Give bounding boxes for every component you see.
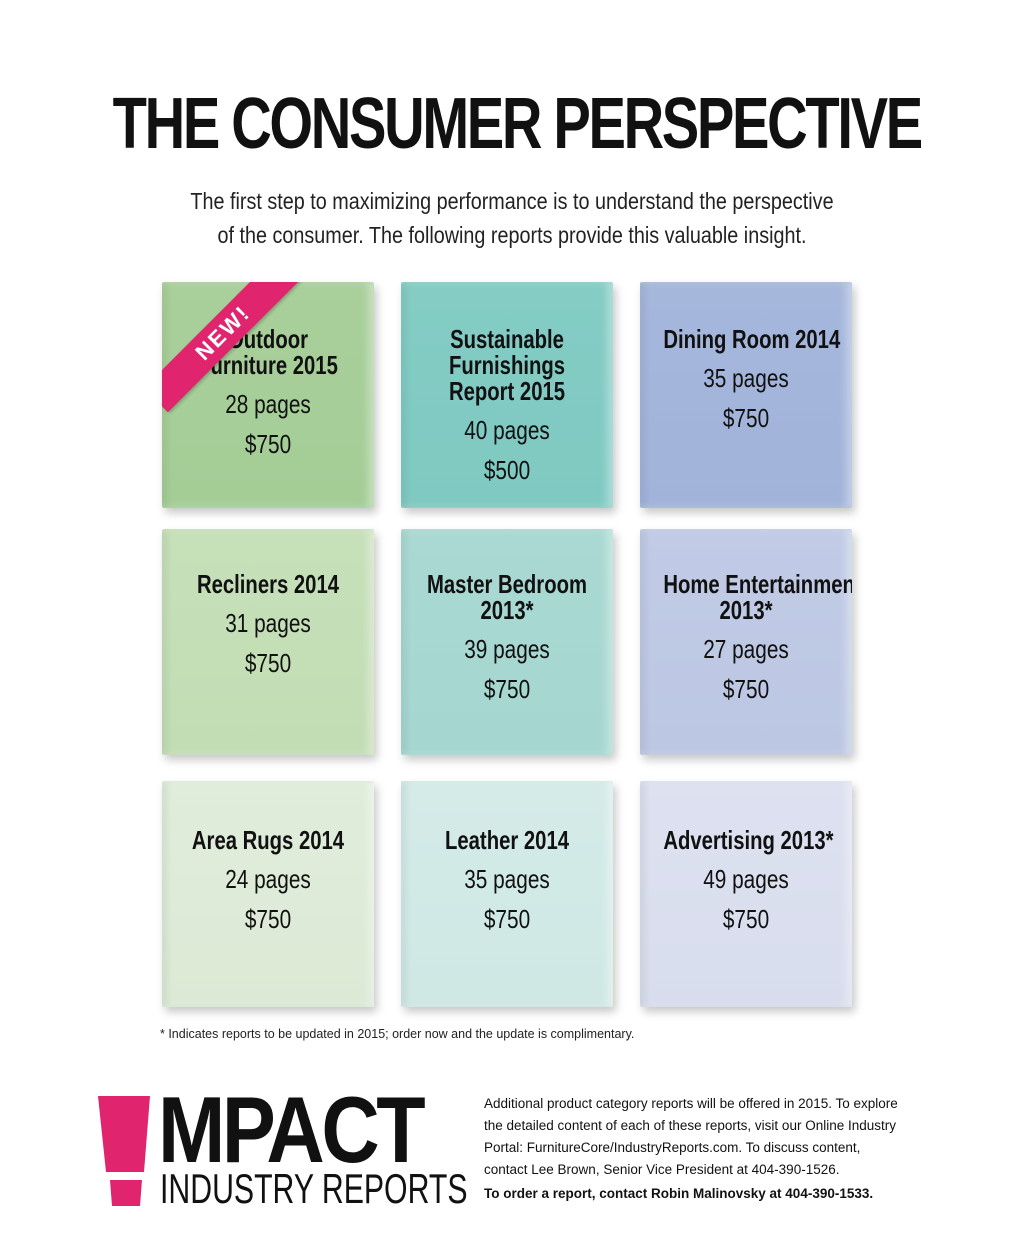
report-pages: 35 pages [464,864,550,894]
report-card-advertising[interactable]: Advertising 2013* 49 pages $750 [640,781,852,1007]
report-card-leather[interactable]: Leather 2014 35 pages $750 [401,781,613,1007]
info-line: the detailed content of each of these re… [484,1118,896,1133]
report-name: 2013* [480,595,534,625]
report-name: Furnishings [448,350,566,380]
report-name: Area Rugs 2014 [191,825,345,855]
report-price: $750 [483,674,531,704]
report-price: $750 [244,429,292,459]
report-price: $750 [722,674,770,704]
report-name: Dining Room 2014 [663,324,841,354]
info-paragraph: Additional product category reports will… [484,1093,964,1181]
report-name: Home Entertainment [663,569,852,599]
report-card-recliners[interactable]: Recliners 2014 31 pages $750 [162,529,374,755]
report-name: Sustainable [450,324,564,354]
report-pages: 35 pages [703,363,789,393]
report-card-dining-room[interactable]: Dining Room 2014 35 pages $750 [640,282,852,508]
report-card-home-entertainment[interactable]: Home Entertainment 2013* 27 pages $750 [640,529,852,755]
report-price: $750 [244,904,292,934]
report-pages: 39 pages [464,634,550,664]
report-price: $750 [722,403,770,433]
report-name: Report 2015 [448,376,566,406]
order-contact: To order a report, contact Robin Malinov… [484,1186,874,1201]
subtitle-line-1: The first step to maximizing performance… [190,188,834,214]
report-pages: 27 pages [703,634,789,664]
report-pages: 31 pages [225,608,311,638]
logo-bar-icon [98,1096,150,1206]
report-pages: 49 pages [703,864,789,894]
report-price: $750 [722,904,770,934]
report-name: Advertising 2013* [663,825,834,855]
footnote: * Indicates reports to be updated in 201… [160,1027,635,1041]
report-price: $750 [483,904,531,934]
info-line: Additional product category reports will… [484,1096,898,1111]
report-name: Master Bedroom [426,569,588,599]
page-subtitle: The first step to maximizing performance… [168,184,856,252]
logo-subtitle: INDUSTRY REPORTS [160,1165,468,1212]
report-price: $500 [483,455,531,485]
report-card-master-bedroom[interactable]: Master Bedroom 2013* 39 pages $750 [401,529,613,755]
report-pages: 28 pages [225,389,311,419]
subtitle-line-2: of the consumer. The following reports p… [217,222,807,248]
logo-wordmark: MPACT [158,1077,426,1182]
info-line: Portal: FurnitureCore/IndustryReports.co… [484,1140,861,1155]
page-title: THE CONSUMER PERSPECTIVE [112,84,924,164]
report-price: $750 [244,648,292,678]
report-pages: 24 pages [225,864,311,894]
report-name: 2013* [719,595,773,625]
report-card-sustainable-furnishings[interactable]: Sustainable Furnishings Report 2015 40 p… [401,282,613,508]
report-name: Leather 2014 [444,825,569,855]
report-name: Recliners 2014 [196,569,340,599]
info-line: contact Lee Brown, Senior Vice President… [484,1162,840,1177]
report-pages: 40 pages [464,415,550,445]
report-card-outdoor-furniture[interactable]: Outdoor Furniture 2015 28 pages $750 NEW… [162,282,374,508]
report-card-area-rugs[interactable]: Area Rugs 2014 24 pages $750 [162,781,374,1007]
